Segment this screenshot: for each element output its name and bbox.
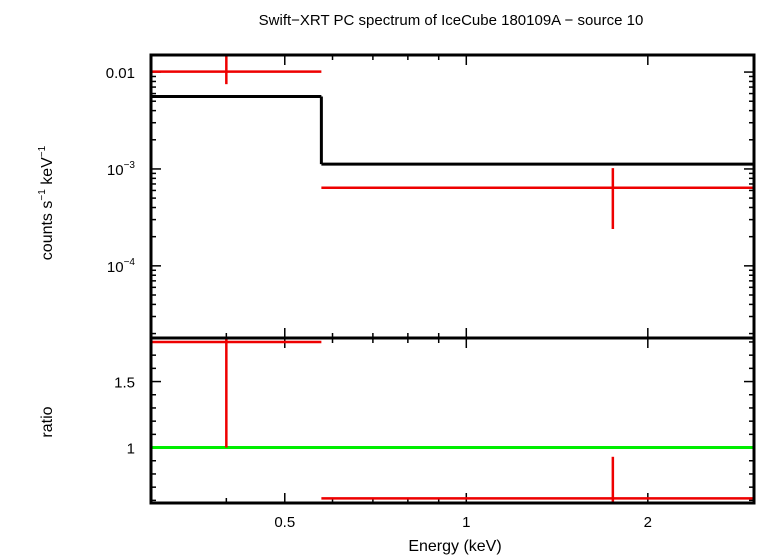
bottom-panel: 1.5 1 0.5 1 2 <box>114 336 756 531</box>
x-axis-label: Energy (keV) <box>408 538 501 555</box>
bottom-y-tick-label: 1 <box>127 441 135 458</box>
bottom-y-axis-label: ratio <box>39 406 56 437</box>
tick-base: 10 <box>107 162 124 179</box>
tick-base: 10 <box>107 259 124 276</box>
tick-exponent: −4 <box>124 257 136 268</box>
top-y-tick-label: 10−3 <box>107 160 136 179</box>
top-y-tick-label: 10−4 <box>107 257 136 276</box>
tick-exponent: −3 <box>124 160 136 171</box>
top-y-axis-label: counts s−1 keV−1 <box>37 145 56 260</box>
x-tick-label: 0.5 <box>274 514 295 531</box>
bottom-panel-frame <box>149 336 756 505</box>
x-tick-label: 1 <box>462 514 470 531</box>
chart-title: Swift−XRT PC spectrum of IceCube 180109A… <box>259 12 644 29</box>
top-y-tick-label: 0.01 <box>106 65 135 82</box>
bottom-y-tick-label: 1.5 <box>114 375 135 392</box>
x-tick-label: 2 <box>644 514 652 531</box>
